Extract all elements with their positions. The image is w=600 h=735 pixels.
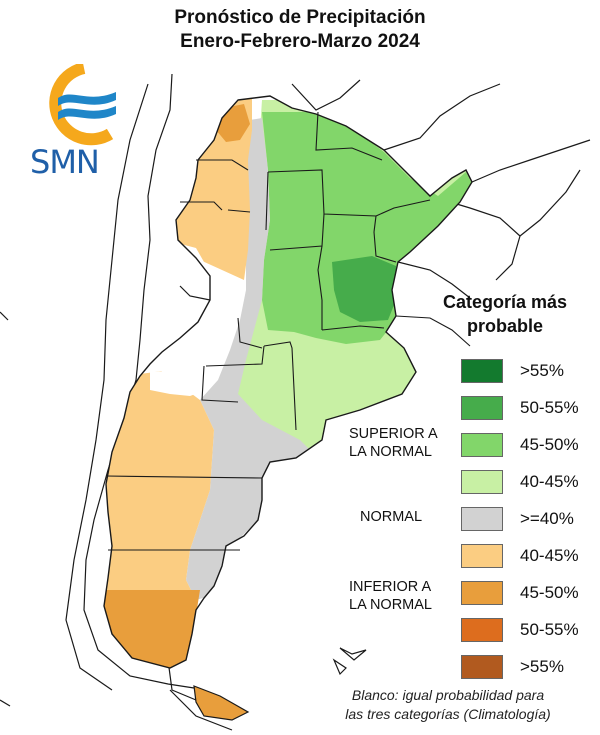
zone-inferior-45-50-south	[104, 590, 200, 668]
legend-swatch-inferior-8	[461, 655, 503, 679]
legend-title: Categoría más probable	[442, 292, 568, 336]
logo-ring	[49, 64, 114, 146]
legend-category-superior: SUPERIOR A LA NORMAL	[349, 426, 438, 460]
legend-swatch-inferior-7	[461, 618, 503, 642]
zone-superior-50-55	[332, 256, 396, 322]
coast-river-plate	[395, 315, 471, 347]
title-line-2: Enero-Febrero-Marzo 2024	[180, 31, 420, 52]
logo-wave-2	[58, 106, 116, 120]
legend-category-inferior: INFERIOR A LA NORMAL	[349, 579, 432, 613]
legend-label-superior-2: 45-50%	[520, 435, 579, 454]
smn-logo-text: SMN	[30, 143, 100, 181]
legend-label-inferior-6: 45-50%	[520, 583, 579, 602]
legend-swatch-superior-0	[461, 359, 503, 383]
legend-swatch-superior-2	[461, 433, 503, 457]
legend-label-inferior-8: >55%	[520, 657, 564, 676]
precipitation-map	[0, 73, 591, 731]
map-title: Pronóstico de Precipitación Enero-Febrer…	[0, 6, 600, 54]
legend-category-normal: NORMAL	[360, 509, 423, 525]
legend-label-inferior-7: 50-55%	[520, 620, 579, 639]
title-line-1: Pronóstico de Precipitación	[174, 7, 426, 28]
legend-swatch-inferior-5	[461, 544, 503, 568]
legend-swatch-normal-4	[461, 507, 503, 531]
legend-swatch-inferior-6	[461, 581, 503, 605]
zone-normal	[186, 118, 316, 600]
climatology-note: Blanco: igual probabilidad para las tres …	[345, 687, 551, 722]
legend-label-superior-3: 40-45%	[520, 472, 579, 491]
zone-climatology-2	[150, 370, 206, 396]
legend-swatch-superior-3	[461, 470, 503, 494]
legend-label-superior-1: 50-55%	[520, 398, 579, 417]
legend-label-superior-0: >55%	[520, 361, 564, 380]
logo-wave-1	[58, 92, 116, 106]
tierra-del-fuego	[193, 685, 250, 721]
smn-logo	[49, 64, 116, 146]
legend-label-inferior-5: 40-45%	[520, 546, 579, 565]
legend-label-normal-4: >=40%	[520, 509, 574, 528]
legend-swatch-superior-1	[461, 396, 503, 420]
region-boundaries	[105, 111, 431, 551]
